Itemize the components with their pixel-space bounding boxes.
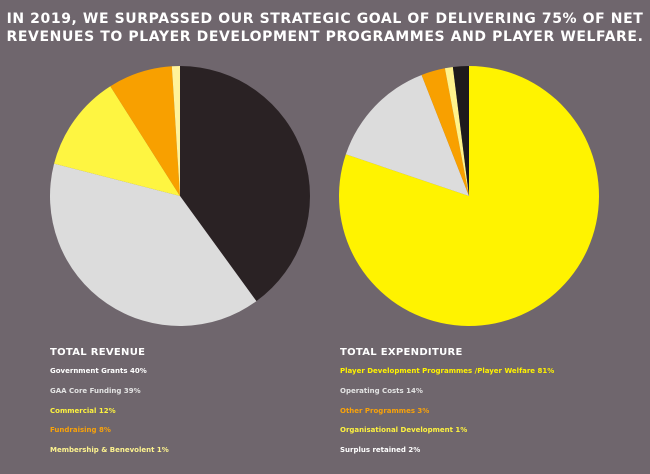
expenditure-title: TOTAL EXPENDITURE [340,347,463,358]
expenditure-slice-surplus-retained [452,65,469,196]
expenditure-slice-operating-costs [345,74,469,196]
expenditure-legend: TOTAL EXPENDITURE Player Development Pro… [340,347,554,467]
expenditure-slice-player-development-programmes-player-welfare [338,66,599,326]
revenue-legend-item: Membership & Benevolent 1% [50,446,169,455]
expenditure-legend-item: Surplus retained 2% [340,446,421,455]
headline-line-1: IN 2019, WE SURPASSED OUR STRATEGIC GOAL… [6,11,644,27]
revenue-title: TOTAL REVENUE [50,347,146,358]
revenue-pie [49,66,310,326]
revenue-legend-item: Government Grants 40% [50,367,147,375]
expenditure-legend-item: Organisational Development 1% [340,426,468,435]
expenditure-slice-other-programmes [421,68,469,196]
revenue-legend: TOTAL REVENUE Government Grants 40% GAA C… [50,347,169,467]
expenditure-slice-organisational-development [444,67,469,196]
headline-line-2: REVENUES TO PLAYER DEVELOPMENT PROGRAMME… [6,29,644,45]
revenue-slice-gaa-core-funding [49,163,257,326]
revenue-legend-item: Commercial 12% [50,406,116,415]
revenue-slice-membership-benevolent [171,66,180,196]
revenue-slice-fundraising [110,66,180,196]
expenditure-pie [338,65,599,326]
revenue-legend-item: GAA Core Funding 39% [50,386,141,395]
expenditure-legend-item: Player Development Programmes /Player We… [340,367,555,375]
revenue-slice-commercial [54,86,180,196]
expenditure-legend-item: Other Programmes 3% [340,406,430,415]
revenue-legend-item: Fundraising 8% [50,426,111,435]
expenditure-legend-item: Operating Costs 14% [340,386,423,395]
revenue-slice-government-grants [180,66,310,302]
headline: IN 2019, WE SURPASSED OUR STRATEGIC GOAL… [0,10,650,46]
